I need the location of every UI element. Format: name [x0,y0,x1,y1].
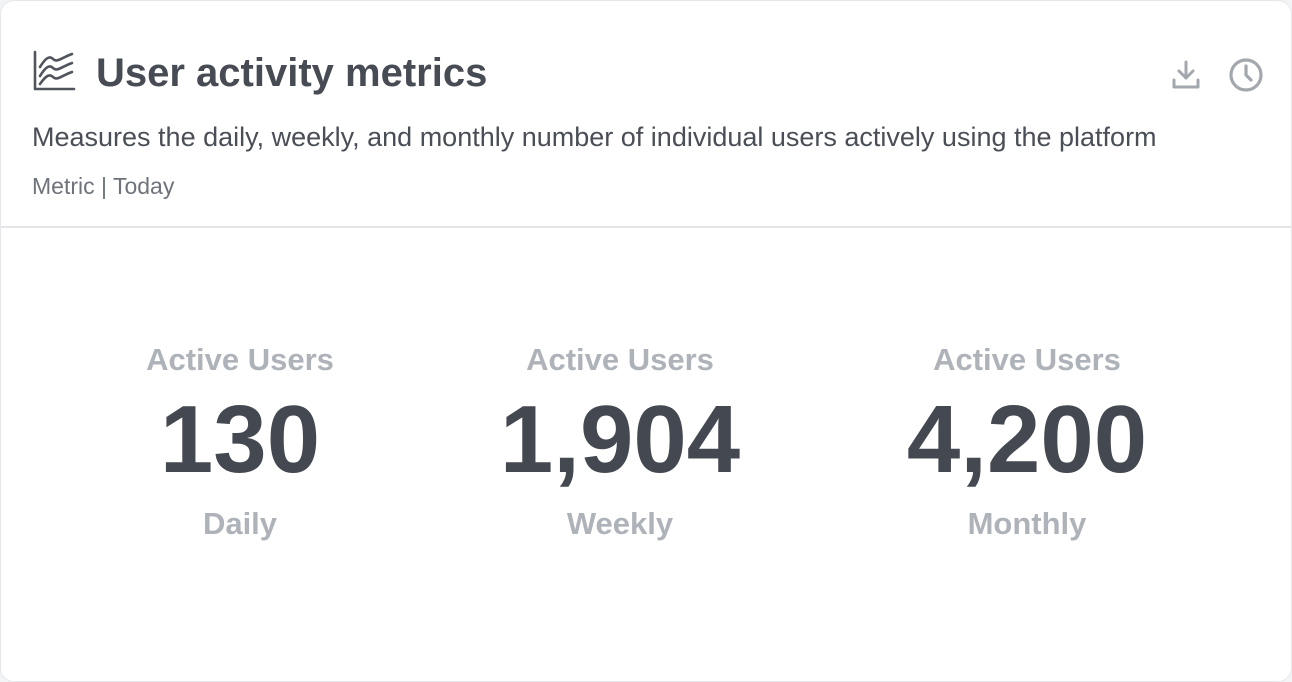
history-button[interactable] [1228,57,1264,93]
metric-period: Weekly [566,506,674,541]
metric-period: Daily [202,506,278,541]
metric-label: Active Users [526,342,714,377]
metric-value: 130 [159,386,321,493]
clock-icon [1229,58,1263,92]
metric-daily: Active Users 130 Daily [30,337,450,547]
metric-value: 4,200 [906,386,1148,493]
metric-label: Active Users [933,342,1121,377]
download-icon [1172,60,1200,89]
card-title: User activity metrics [96,51,488,95]
metric-period: Monthly [967,506,1087,541]
stacked-lines-chart-icon [33,50,76,91]
metric-label: Active Users [146,342,334,377]
card-description: Measures the daily, weekly, and monthly … [32,122,1157,152]
metric-weekly: Active Users 1,904 Weekly [410,337,830,547]
card-header: User activity metrics Measures the daily… [1,1,1291,228]
metric-monthly: Active Users 4,200 Monthly [817,337,1237,547]
card-meta: Metric | Today [32,173,175,199]
download-button[interactable] [1168,57,1204,93]
metric-value: 1,904 [499,386,741,493]
